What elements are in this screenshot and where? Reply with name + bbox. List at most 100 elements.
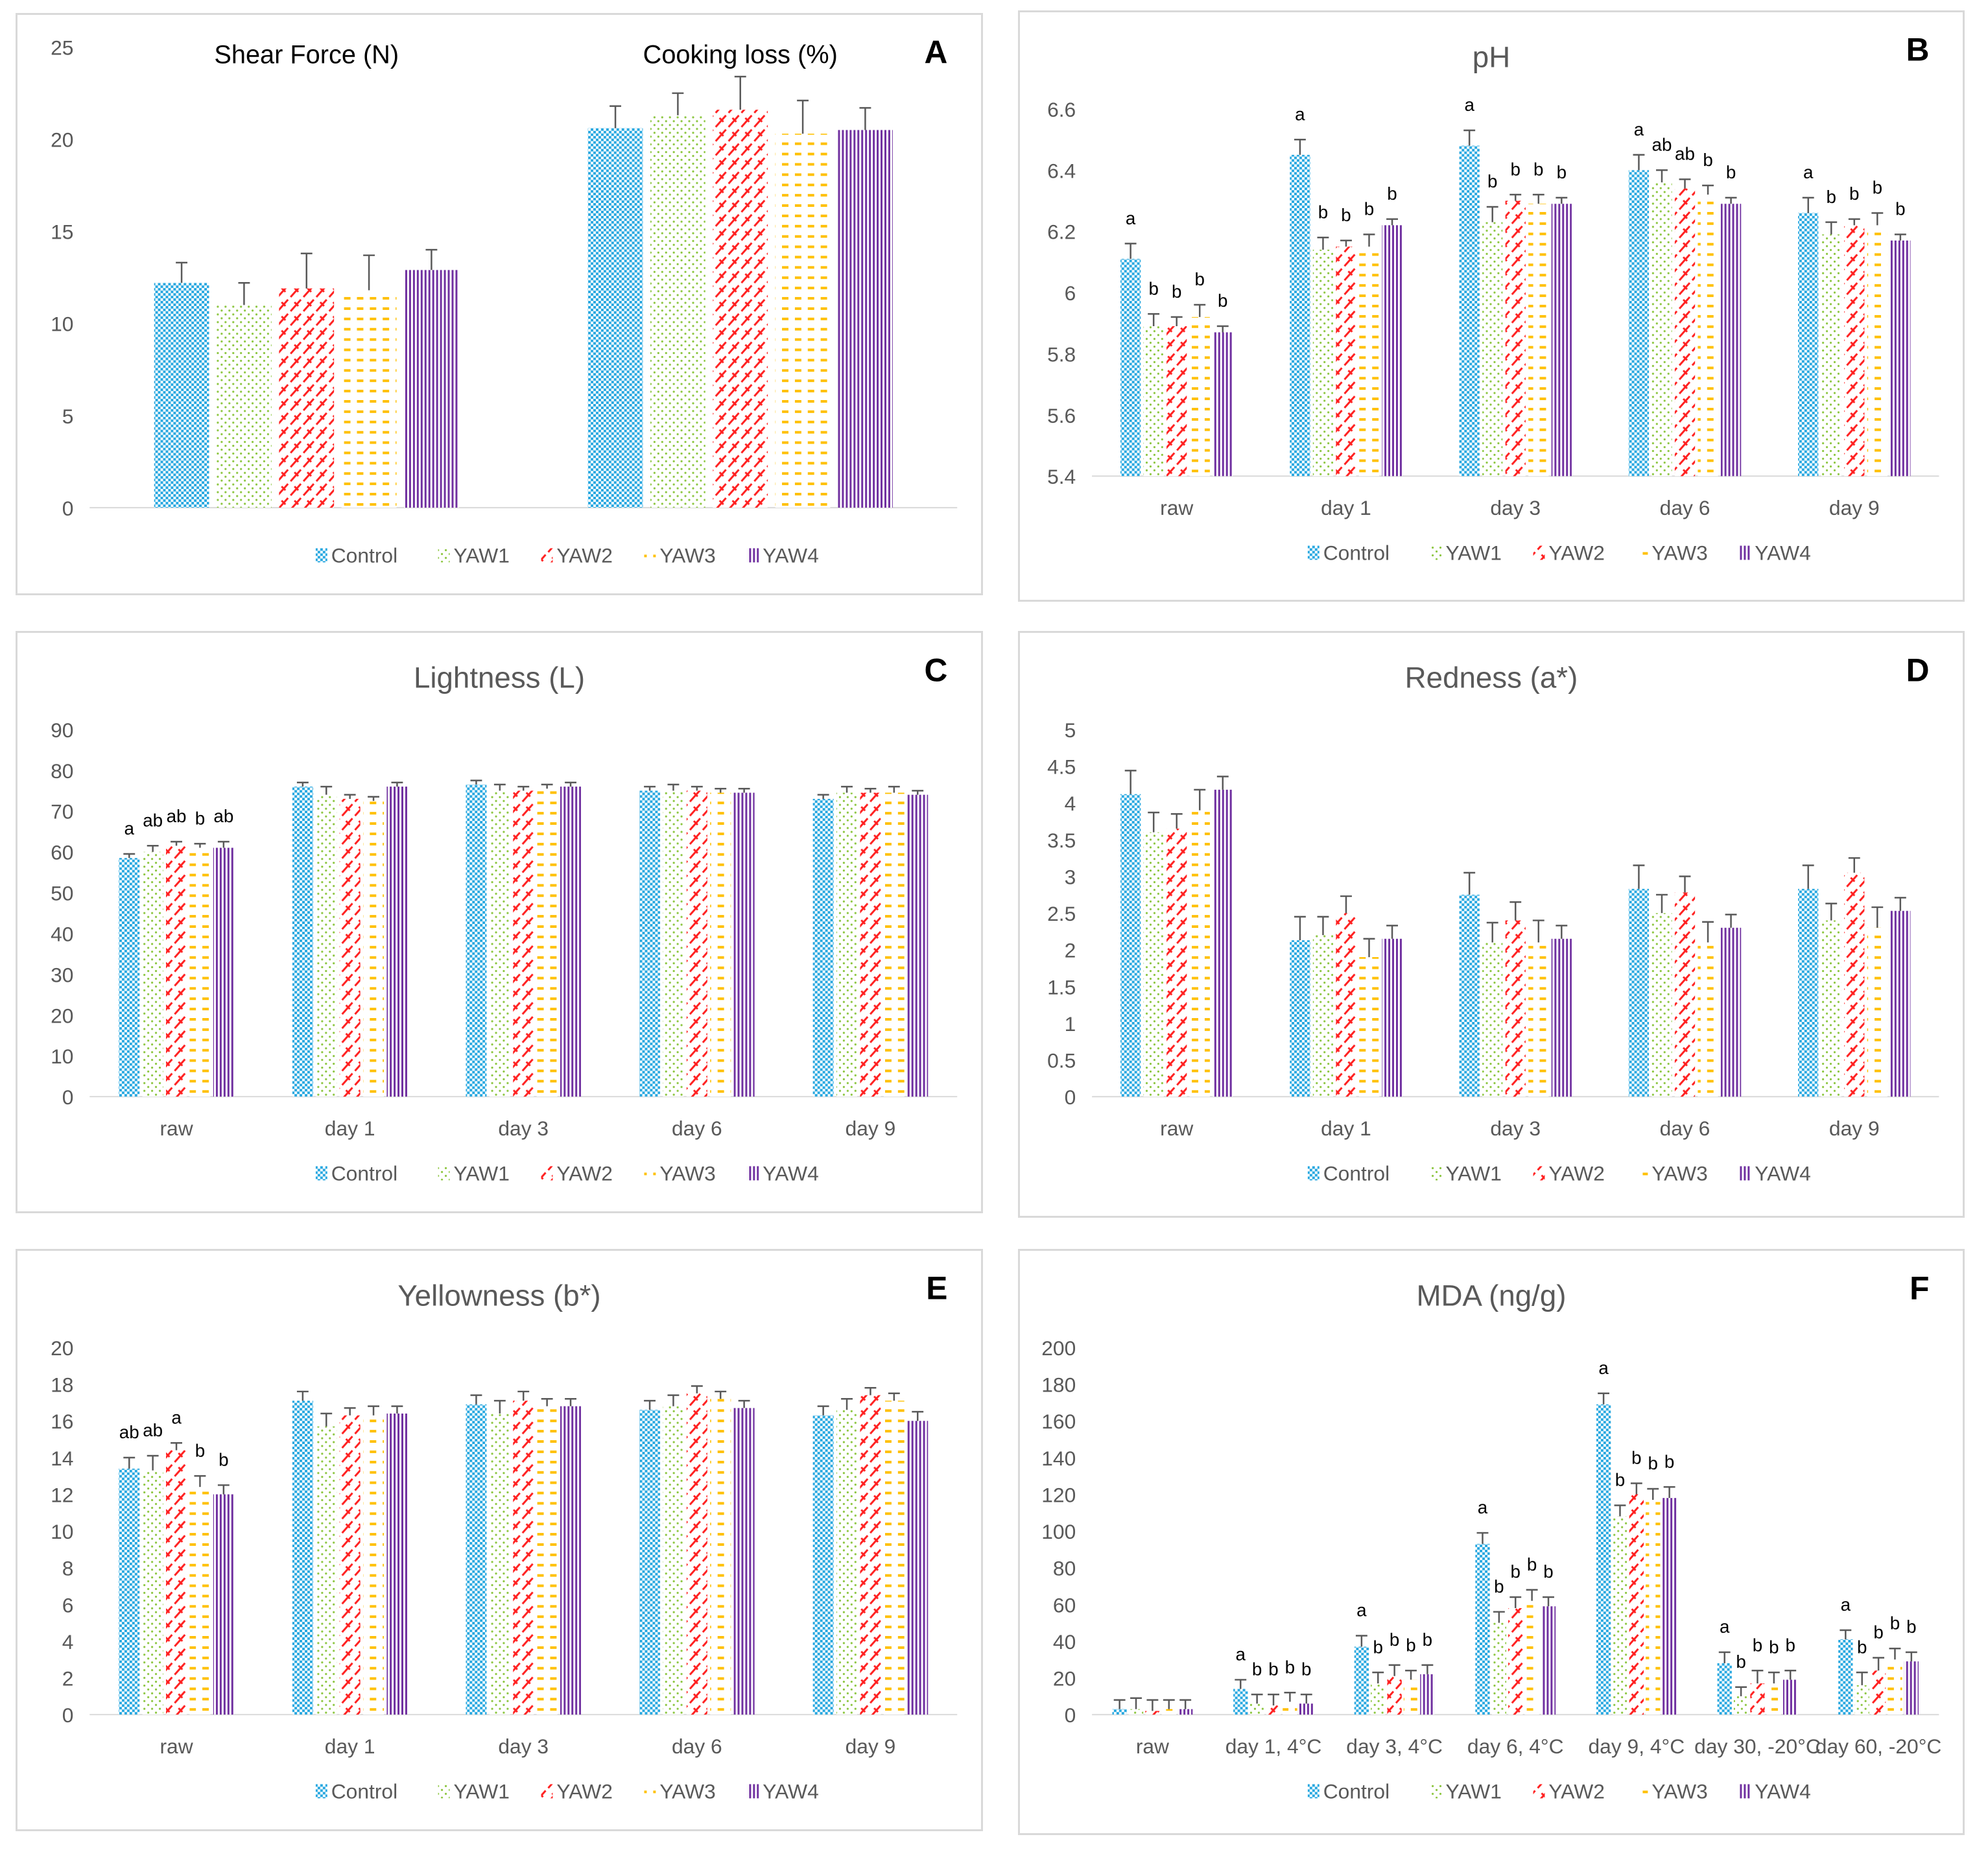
legend-label: YAW4 — [763, 1161, 819, 1185]
x-tick-label: day 6, 4°C — [1467, 1735, 1564, 1758]
legend-item-yaw2: YAW2 — [1533, 541, 1605, 564]
significance-letter: b — [1511, 1561, 1521, 1582]
bar-yaw2 — [1674, 892, 1696, 1097]
significance-letter: ab — [143, 810, 163, 830]
significance-letter: b — [1849, 184, 1859, 204]
bar-yaw4 — [1551, 204, 1572, 477]
error-bar — [1463, 129, 1476, 146]
bar-yaw4 — [1178, 1709, 1193, 1715]
bar-yaw4 — [1213, 789, 1233, 1097]
y-tick-label: 25 — [51, 36, 73, 60]
error-bar — [1871, 906, 1884, 928]
bar-yaw1 — [1482, 222, 1503, 477]
bar-yaw4 — [1420, 1674, 1435, 1715]
error-bar — [470, 779, 482, 785]
significance-letter: b — [1390, 1630, 1399, 1650]
bar-control — [1290, 154, 1310, 477]
error-bar — [368, 796, 379, 801]
bar-yaw2 — [860, 792, 881, 1097]
bar-yaw2 — [1505, 920, 1526, 1097]
significance-letter: b — [1736, 1652, 1745, 1672]
bar-yaw4 — [1720, 204, 1742, 477]
x-tick-label: day 3 — [498, 1735, 549, 1758]
error-bar — [1598, 1392, 1610, 1405]
bar-yaw3 — [341, 290, 397, 508]
legend-swatch — [1307, 1784, 1319, 1799]
bar-yaw2 — [713, 110, 768, 508]
error-bar — [667, 783, 680, 791]
legend-label: Control — [331, 1779, 397, 1803]
legend-item-control: Control — [315, 1779, 397, 1803]
legend-swatch — [1739, 1784, 1751, 1799]
error-bar — [1463, 872, 1476, 895]
bar-yaw2 — [1750, 1683, 1765, 1715]
x-tick-label: day 1, 4°C — [1225, 1735, 1322, 1758]
error-bar — [1873, 1657, 1885, 1671]
panel-letter: F — [1910, 1270, 1929, 1307]
significance-letter: b — [195, 808, 205, 828]
significance-letter: b — [1387, 184, 1397, 204]
y-tick-label: 8 — [62, 1557, 74, 1580]
x-tick-label: day 6 — [672, 1735, 722, 1758]
bar-control — [1798, 888, 1819, 1097]
legend-label: YAW4 — [763, 543, 819, 567]
legend-swatch — [644, 1784, 656, 1799]
bar-yaw3 — [710, 792, 731, 1097]
error-bar — [1388, 1664, 1401, 1676]
error-bar — [644, 785, 656, 791]
error-bar — [1509, 193, 1522, 201]
significance-letter: a — [1236, 1644, 1246, 1665]
error-bar — [1251, 1693, 1263, 1704]
significance-letter: a — [1841, 1595, 1851, 1615]
legend-label: YAW4 — [763, 1779, 819, 1803]
significance-letter: a — [1295, 104, 1305, 124]
error-bar — [1317, 916, 1329, 936]
legend-label: YAW3 — [659, 543, 716, 567]
legend-label: YAW1 — [1445, 541, 1502, 564]
error-bar — [644, 1399, 656, 1410]
x-tick-label: raw — [160, 1117, 193, 1140]
significance-letter: a — [1803, 162, 1814, 182]
legend-item-yaw4: YAW4 — [1739, 541, 1811, 564]
error-bar — [1725, 196, 1737, 204]
error-bar — [1905, 1651, 1917, 1662]
bar-yaw3 — [1528, 942, 1549, 1097]
bar-yaw2 — [513, 1401, 534, 1715]
bar-yaw3 — [1698, 942, 1718, 1097]
significance-letter: b — [1769, 1637, 1779, 1657]
significance-letter: b — [1527, 1554, 1537, 1574]
y-tick-label: 10 — [51, 1045, 73, 1068]
error-bar — [1679, 178, 1691, 189]
y-tick-label: 50 — [51, 882, 73, 905]
legend-item-control: Control — [315, 543, 397, 567]
error-bar — [1170, 316, 1183, 327]
bar-control — [1459, 145, 1480, 477]
legend-swatch — [541, 1166, 553, 1181]
error-bar — [1656, 894, 1668, 914]
panel-letter: C — [924, 652, 947, 688]
error-bar — [672, 92, 684, 115]
legend-item-yaw2: YAW2 — [1533, 1779, 1605, 1803]
legend-label: YAW3 — [1651, 1779, 1708, 1803]
significance-letter: b — [1172, 281, 1181, 302]
panel-f-mda: MDA (ng/g) F 0 20 40 60 80 100 120 140 160 180 200 ra… — [1018, 1249, 1965, 1835]
bar-yaw4 — [907, 794, 929, 1097]
legend-label: Control — [1323, 541, 1390, 564]
legend-swatch — [438, 1784, 450, 1799]
error-bar — [1663, 1486, 1675, 1499]
error-bar — [1647, 1488, 1659, 1500]
bar-yaw2 — [1844, 225, 1865, 477]
error-bar — [1163, 1699, 1175, 1709]
panel-letter: D — [1906, 652, 1930, 689]
error-bar — [296, 1390, 309, 1401]
significance-letter: b — [1487, 171, 1497, 191]
y-tick-label: 14 — [51, 1447, 73, 1470]
error-bar — [1543, 1596, 1554, 1607]
error-bar — [1476, 1532, 1489, 1544]
legend-item-control: Control — [1307, 1779, 1390, 1803]
legend-swatch — [315, 1784, 327, 1799]
y-tick-label: 1.5 — [1047, 975, 1076, 999]
error-bar — [363, 254, 375, 291]
